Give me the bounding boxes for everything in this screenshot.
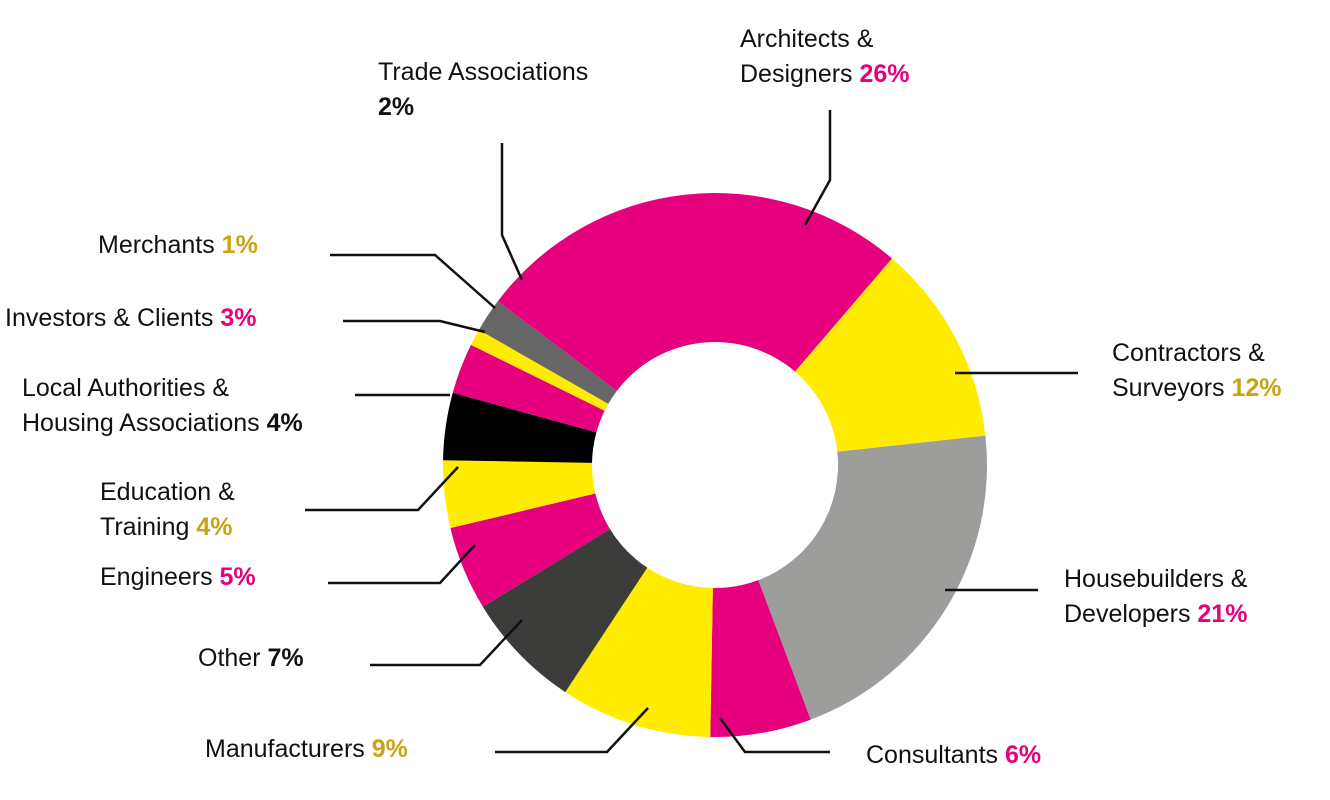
leader-line	[330, 253, 496, 309]
slice-label: Merchants 1%	[98, 231, 258, 259]
slice-percent: 6%	[1005, 741, 1041, 769]
slice-label-line: Architects &	[740, 25, 874, 53]
slice-label: Contractors & Surveyors 12%	[1112, 339, 1282, 402]
slice-label-line: Developers	[1064, 600, 1197, 628]
leader-line	[305, 466, 459, 512]
donut-slices	[443, 193, 987, 737]
slice-label: Manufacturers 9%	[205, 735, 408, 763]
slice-percent: 9%	[372, 735, 408, 763]
slice-label: Investors & Clients 3%	[5, 304, 257, 332]
leader-line	[328, 544, 476, 585]
slice-label: Other 7%	[198, 644, 304, 672]
slice-label-line: Manufacturers	[205, 735, 372, 763]
slice-label-line: Consultants	[866, 741, 1005, 769]
leader-line	[495, 707, 649, 754]
slice-percent: 2%	[378, 93, 414, 121]
slice-other	[482, 529, 648, 693]
leader-line	[803, 110, 832, 226]
slice-label-line: Investors & Clients	[5, 304, 220, 332]
slice-percent: 12%	[1231, 374, 1281, 402]
slice-manufacturers	[565, 567, 713, 737]
slice-percent: 1%	[222, 231, 258, 259]
slice-architects-designers	[497, 193, 893, 391]
slice-percent: 3%	[220, 304, 256, 332]
leader-line	[370, 619, 523, 667]
slice-label: Housebuilders & Developers 21%	[1064, 565, 1248, 628]
slice-labels: Architects & Designers 26% Contractors & Su…	[5, 25, 1282, 769]
slice-percent: 7%	[267, 644, 303, 672]
slice-housebuilders-developers	[758, 435, 987, 720]
slice-label-line: Surveyors	[1112, 374, 1231, 402]
slice-label-line: Local Authorities &	[22, 374, 229, 402]
slice-percent: 4%	[267, 409, 303, 437]
slice-label-line: Education &	[100, 478, 235, 506]
slice-consultants	[710, 580, 811, 737]
slice-local-authorities-housing-associations	[443, 392, 597, 463]
slice-percent: 26%	[860, 60, 910, 88]
slice-investors-clients	[452, 344, 605, 433]
slice-percent: 4%	[196, 513, 232, 541]
slice-label-line: Trade Associations	[378, 58, 588, 86]
leader-line	[718, 717, 830, 754]
slice-label-line: Engineers	[100, 563, 220, 591]
slice-label-line: Housing Associations	[22, 409, 267, 437]
slice-label-line: Designers	[740, 60, 860, 88]
slice-contractors-surveyors	[795, 258, 986, 452]
leader-lines	[305, 110, 1078, 754]
slice-education-training	[443, 460, 596, 529]
slice-label: Education & Training 4%	[100, 478, 235, 541]
slice-label-line: Merchants	[98, 231, 222, 259]
slice-label: Consultants 6%	[866, 741, 1041, 769]
slice-label: Architects & Designers 26%	[740, 25, 910, 88]
leader-line	[343, 319, 486, 334]
slice-merchants	[470, 329, 609, 411]
slice-trade-associations	[478, 301, 617, 404]
slice-engineers	[450, 493, 611, 607]
leader-line	[500, 143, 524, 281]
slice-label-line: Contractors &	[1112, 339, 1265, 367]
slice-label: Local Authorities & Housing Associations …	[22, 374, 303, 437]
slice-label-line: Other	[198, 644, 267, 672]
slice-label-line: Housebuilders &	[1064, 565, 1248, 593]
slice-percent: 5%	[220, 563, 256, 591]
slice-label-line: Training	[100, 513, 196, 541]
slice-label: Engineers 5%	[100, 563, 256, 591]
slice-label: Trade Associations 2%	[378, 58, 588, 121]
slice-percent: 21%	[1197, 600, 1247, 628]
